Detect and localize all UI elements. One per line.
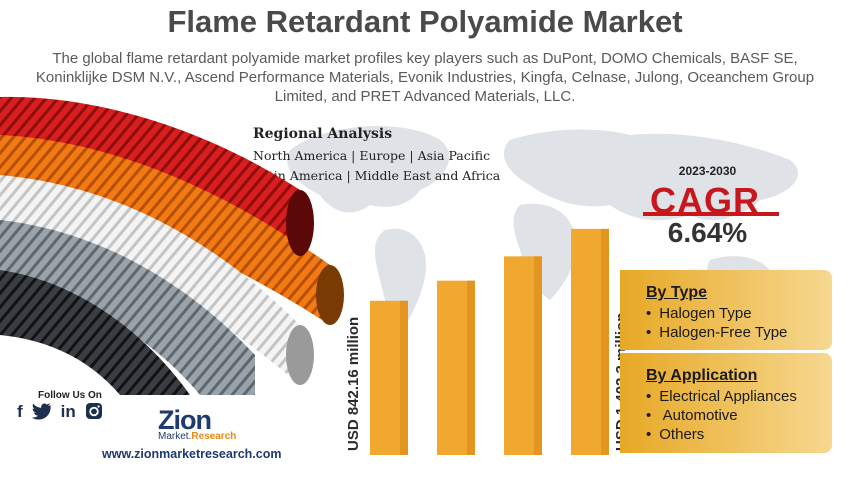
linkedin-icon[interactable]: in — [60, 402, 76, 421]
bar-shade-1 — [467, 280, 475, 455]
corrugated-tubes-image — [0, 96, 344, 395]
cagr-underline — [643, 212, 779, 216]
cagr-period: 2023-2030 — [678, 164, 737, 178]
by-type-list: Halogen Type Halogen-Free Type — [620, 304, 832, 342]
twitter-icon[interactable] — [31, 402, 52, 425]
segment-by-type-panel: By Type Halogen Type Halogen-Free Type — [620, 270, 832, 350]
company-logo: Zion Market.Research — [158, 405, 238, 443]
list-item: Others — [646, 425, 832, 444]
regional-analysis: Regional Analysis North America | Europe… — [253, 126, 500, 186]
social-links: f in — [17, 402, 103, 425]
list-item: Electrical Appliances — [646, 387, 832, 406]
instagram-icon[interactable] — [85, 402, 103, 425]
logo-wordmark: Zion — [158, 405, 212, 435]
facebook-icon[interactable]: f — [17, 402, 23, 421]
by-type-heading: By Type — [646, 284, 708, 301]
grey-tube — [0, 220, 255, 395]
logo-subtitle: Market.Research — [158, 431, 237, 442]
segment-by-application-panel: By Application Electrical Appliances Aut… — [620, 353, 832, 453]
list-item: Halogen Type — [646, 304, 832, 323]
website-link[interactable]: www.zionmarketresearch.com — [102, 447, 282, 461]
page-title: Flame Retardant Polyamide Market — [167, 4, 683, 39]
regional-line-1: North America | Europe | Asia Pacific — [253, 148, 491, 163]
cagr-value: 6.64% — [667, 217, 748, 248]
follow-us-label: Follow Us On — [38, 390, 102, 401]
regional-analysis-title: Regional Analysis — [253, 126, 393, 142]
regional-line-2: Latin America | Middle East and Africa — [253, 168, 501, 183]
page-subtitle: The global flame retardant polyamide mar… — [35, 50, 815, 105]
by-application-list: Electrical Appliances Automotive Others — [620, 387, 832, 444]
by-application-heading: By Application — [646, 367, 758, 384]
list-item: Automotive — [646, 406, 832, 425]
black-tube — [0, 270, 190, 395]
list-item: Halogen-Free Type — [646, 323, 832, 342]
bar-shade-3 — [601, 228, 609, 455]
bar-value-label-0: USD 842.16 million — [345, 317, 362, 451]
bar-shade-0 — [400, 300, 408, 455]
bar-shade-2 — [534, 256, 542, 455]
